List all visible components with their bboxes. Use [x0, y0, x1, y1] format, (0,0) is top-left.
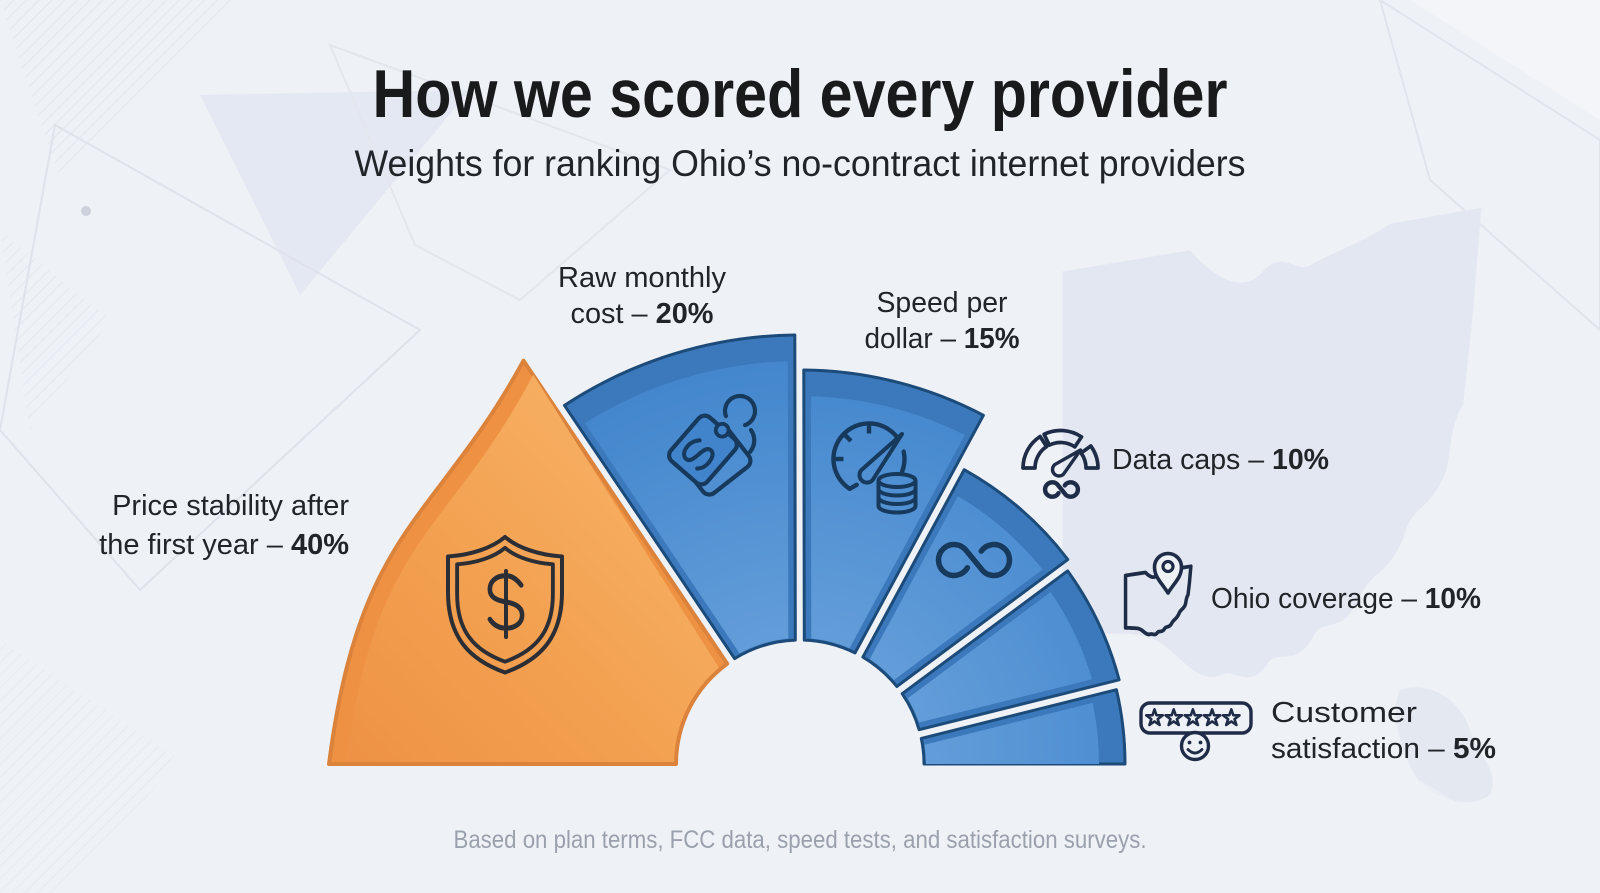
svg-text:Based on plan terms, FCC data,: Based on plan terms, FCC data, speed tes…: [454, 826, 1147, 854]
svg-text:Speed per: Speed per: [877, 287, 1008, 319]
svg-text:satisfaction – 5%: satisfaction – 5%: [1271, 733, 1496, 765]
svg-text:Price stability after: Price stability after: [112, 490, 349, 522]
svg-text:Data caps – 10%: Data caps – 10%: [1112, 444, 1329, 476]
svg-text:Weights for ranking Ohio’s no-: Weights for ranking Ohio’s no-contract i…: [355, 143, 1246, 184]
svg-text:How we scored every provider: How we scored every provider: [373, 56, 1228, 132]
svg-text:dollar – 15%: dollar – 15%: [865, 323, 1020, 355]
svg-text:Raw monthly: Raw monthly: [558, 262, 726, 294]
svg-text:cost – 20%: cost – 20%: [571, 298, 714, 330]
svg-text:the first year – 40%: the first year – 40%: [99, 529, 349, 561]
svg-text:Ohio coverage – 10%: Ohio coverage – 10%: [1211, 583, 1481, 615]
svg-text:Customer: Customer: [1271, 697, 1417, 729]
